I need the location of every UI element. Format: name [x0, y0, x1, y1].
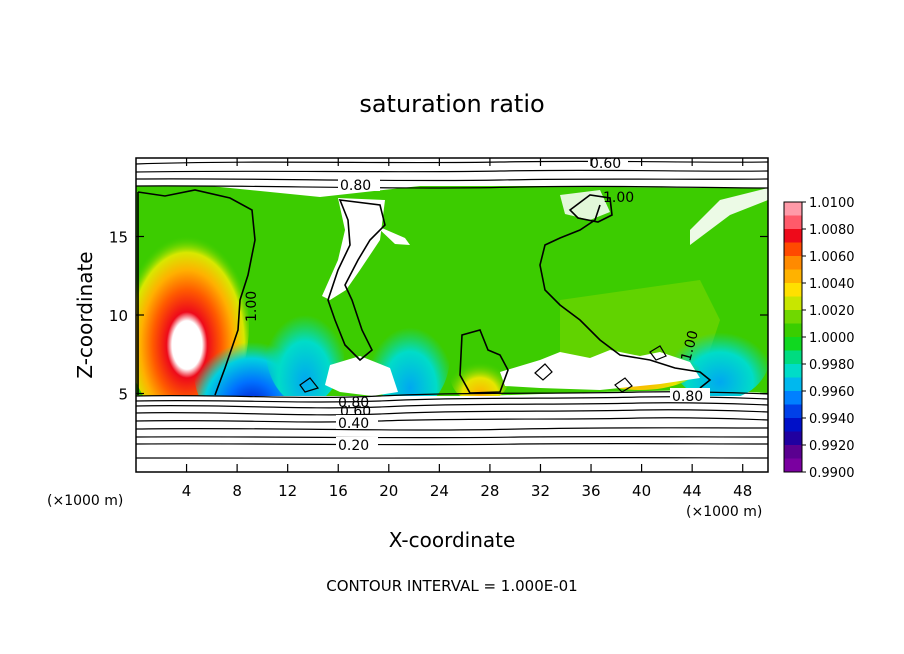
- x-tick-label: 40: [632, 482, 651, 500]
- contour-labels: 0.60 0.80 1.00 1.00 1.00 0.80 0.80 0.60 …: [244, 155, 710, 454]
- colorbar-swatch: [784, 377, 802, 392]
- colorbar-label: 0.9940: [809, 412, 855, 427]
- contour-interval-note: CONTOUR INTERVAL = 1.000E-01: [326, 577, 577, 595]
- x-tick-label: 8: [232, 482, 242, 500]
- colorbar-swatch: [784, 256, 802, 270]
- colorbar-label: 0.9980: [809, 358, 855, 373]
- colorbar-swatch: [784, 350, 802, 365]
- y-tick-label: 5: [118, 386, 128, 404]
- colorbar-swatch: [784, 458, 802, 473]
- colorbar-label: 1.0060: [809, 250, 855, 265]
- colorbar-swatch: [784, 242, 802, 257]
- contour-label: 0.40: [338, 416, 369, 432]
- colorbar-label: 1.0100: [809, 196, 855, 211]
- x-tick-label: 28: [480, 482, 499, 500]
- y-tick-label: 10: [109, 307, 128, 325]
- colorbar-swatch: [784, 310, 802, 324]
- y-tick-label: 15: [109, 229, 128, 247]
- x-tick-label: 20: [379, 482, 398, 500]
- x-tick-label: 4: [182, 482, 192, 500]
- chart-title: saturation ratio: [359, 90, 544, 118]
- x-tick-label: 24: [430, 482, 449, 500]
- colorbar-swatch: [784, 269, 802, 284]
- x-tick-label: 12: [278, 482, 297, 500]
- x-unit-left: (×1000 m): [47, 493, 123, 509]
- contour-label: 0.80: [672, 389, 703, 405]
- colorbar-swatch: [784, 337, 802, 351]
- x-axis: 4 8 12 16 20 24 28 32 36 40 44 48: [182, 158, 752, 500]
- colorbar-swatch: [784, 364, 802, 378]
- plot-area: [136, 158, 768, 472]
- colorbar-label: 1.0020: [809, 304, 855, 319]
- colorbar-swatch: [784, 445, 802, 459]
- contour-label: 0.20: [338, 438, 369, 454]
- colorbar-swatch: [784, 296, 802, 311]
- colorbar-swatch: [784, 404, 802, 419]
- contour-label: 1.00: [244, 291, 260, 322]
- contour-label: 0.60: [590, 156, 621, 172]
- x-tick-label: 36: [581, 482, 600, 500]
- x-axis-label: X-coordinate: [389, 528, 516, 552]
- contour-lines: [136, 160, 768, 459]
- colorbar-swatch: [784, 391, 802, 405]
- colorbar-swatch: [784, 418, 802, 432]
- contour-label: 1.00: [603, 190, 634, 206]
- colorbar-label: 1.0000: [809, 331, 855, 346]
- colorbar-label: 0.9920: [809, 439, 855, 454]
- contour-label: 1.00: [678, 329, 702, 363]
- colorbar: 1.0100 1.0080 1.0060 1.0040 1.0020 1.0000 0.99…: [783, 196, 855, 481]
- x-tick-label: 44: [683, 482, 702, 500]
- colorbar-swatch: [784, 431, 802, 446]
- colorbar-swatch: [784, 283, 802, 297]
- colorbar-label: 1.0040: [809, 277, 855, 292]
- y-axis-label: Z-coordinate: [73, 251, 97, 378]
- contour-label: 0.80: [340, 178, 371, 194]
- colorbar-swatch: [784, 323, 802, 338]
- colorbar-label: 0.9960: [809, 385, 855, 400]
- colorbar-swatch: [784, 202, 802, 216]
- colorbar-label: 0.9900: [809, 466, 855, 481]
- colorbar-label: 1.0080: [809, 223, 855, 238]
- x-tick-label: 16: [329, 482, 348, 500]
- x-unit-right: (×1000 m): [686, 504, 762, 520]
- x-tick-label: 32: [531, 482, 550, 500]
- colorbar-swatch: [784, 229, 802, 243]
- contour-label: 0.80: [338, 395, 369, 411]
- colorbar-swatch: [784, 215, 802, 230]
- x-tick-label: 48: [733, 482, 752, 500]
- y-axis: 5 10 15: [109, 229, 768, 404]
